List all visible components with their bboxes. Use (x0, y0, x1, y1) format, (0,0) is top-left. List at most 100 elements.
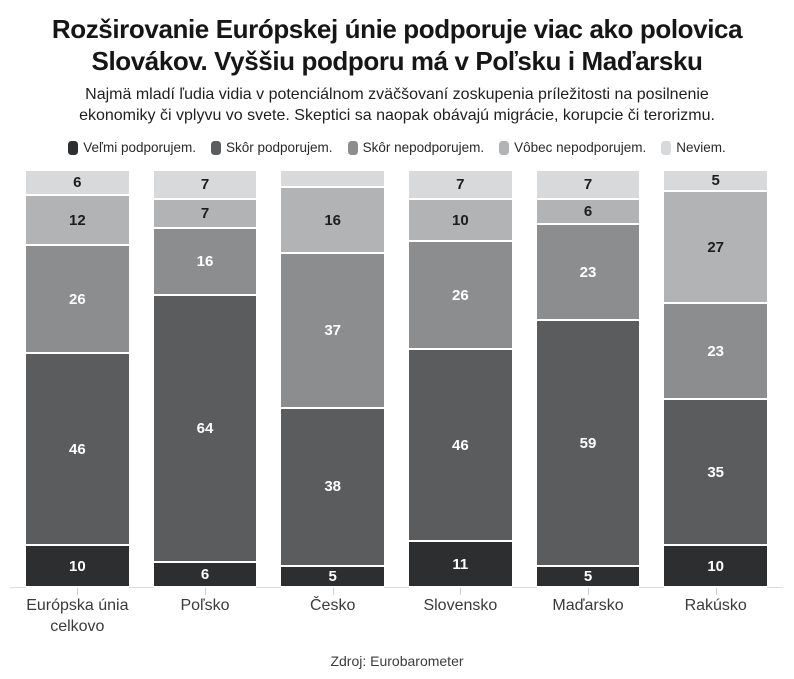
legend-item: Veľmi podporujem. (68, 140, 196, 155)
category-label: Slovensko (423, 597, 498, 614)
stacked-bar-chart: 6 12 26 46 10 7 7 16 64 6 16 37 38 5 7 10 26 46 11 7 6 23 59 5 5… (10, 171, 783, 595)
segment-value-label: 6 (583, 203, 593, 221)
bar-segment: 5 (664, 171, 768, 192)
bar-segment: 46 (409, 350, 512, 543)
legend-swatch-icon (499, 140, 510, 155)
subtitle: Najmä mladí ľudia vidia v potenciálnom z… (8, 84, 786, 126)
legend-item: Neviem. (661, 140, 726, 155)
segment-value-label: 10 (68, 557, 86, 575)
subtitle-line-1: Najmä mladí ľudia vidia v potenciálnom z… (85, 86, 709, 103)
legend-swatch-icon (68, 140, 79, 155)
bar-segment: 37 (281, 254, 385, 409)
bar-segment: 7 (409, 171, 512, 201)
bar-segment: 27 (664, 191, 768, 305)
segment-value-label: 10 (707, 557, 725, 575)
source-note: Zdroj: Eurobarometer (330, 653, 464, 669)
category-label: Rakúsko (684, 597, 747, 614)
bar-segment: 10 (664, 546, 768, 588)
segment-value-label: 7 (200, 205, 210, 223)
segment-value-label: 37 (324, 322, 342, 340)
legend-item: Skôr nepodporujem. (347, 140, 485, 155)
bar-segment: 23 (536, 225, 640, 322)
x-axis-line (10, 587, 783, 588)
bar-segment: 16 (153, 229, 257, 297)
bar-segment: 7 (536, 171, 640, 201)
title-line-1: Rozširovanie Európskej únie podporuje vi… (51, 14, 743, 44)
segment-value-label: 5 (583, 568, 593, 586)
segment-value-label: 23 (707, 342, 725, 360)
segment-value-label: 64 (196, 420, 214, 438)
legend-label: Neviem. (676, 140, 726, 155)
segment-value-label: 59 (579, 434, 597, 452)
legend-swatch-icon (347, 140, 358, 155)
x-axis-labels: Európska únia celkovo Poľsko Česko Slovensk… (26, 595, 767, 637)
legend-item: Vôbec nepodporujem. (499, 140, 646, 155)
bar-segment: 64 (153, 296, 257, 563)
segment-value-label: 46 (452, 436, 469, 454)
segment-value-label: 26 (68, 290, 86, 308)
segment-value-label: 10 (452, 211, 469, 229)
segment-value-label: 38 (324, 478, 342, 496)
axis-tick (715, 588, 717, 595)
bar-segment: 46 (26, 354, 129, 547)
bar-column: 6 12 26 46 10 (26, 171, 129, 595)
bar-column: 7 7 16 64 6 (153, 171, 257, 595)
category-label: Európska únia celkovo (26, 597, 129, 635)
subtitle-line-2: ekonomiky či vplyvu vo svete. Skeptici s… (79, 107, 715, 124)
bar-segment: 7 (153, 200, 257, 230)
bar-segment: 10 (26, 546, 129, 588)
legend-label: Skôr podporujem. (226, 140, 333, 155)
segment-value-label: 16 (324, 211, 342, 229)
axis-tick (77, 588, 79, 595)
category-label: Česko (310, 597, 356, 614)
bar-segment: 6 (536, 200, 640, 226)
bar-segment (281, 171, 385, 188)
page-title: Rozširovanie Európskej únie podporuje vi… (8, 13, 786, 77)
chart-legend: Veľmi podporujem. Skôr podporujem. Skôr ne… (0, 140, 794, 155)
bar-segment: 7 (153, 171, 257, 201)
bar-column: 7 6 23 59 5 (536, 171, 640, 595)
segment-value-label: 6 (73, 174, 82, 191)
segment-value-label: 12 (68, 211, 86, 229)
category-label: Maďarsko (552, 597, 624, 614)
segment-value-label: 5 (711, 171, 720, 189)
bar-segment: 6 (26, 171, 129, 197)
category-label: Poľsko (180, 597, 230, 614)
legend-item: Skôr podporujem. (211, 140, 333, 155)
bar-segment: 26 (26, 246, 129, 355)
segment-value-label: 5 (328, 568, 337, 586)
bar-segment: 5 (536, 567, 640, 588)
legend-swatch-icon (661, 140, 672, 155)
segment-value-label: 35 (707, 463, 725, 481)
segment-value-label: 23 (579, 263, 597, 281)
axis-tick (588, 588, 590, 595)
segment-value-label: 16 (196, 253, 214, 271)
segment-value-label: 7 (583, 176, 593, 194)
bar-segment: 26 (409, 241, 512, 351)
bar-segment: 10 (409, 200, 512, 242)
segment-value-label: 27 (707, 238, 725, 256)
bar-segment: 59 (536, 321, 640, 568)
legend-label: Veľmi podporujem. (83, 140, 196, 155)
title-line-2: Slovákov. Vyššiu podporu má v Poľsku i M… (91, 46, 703, 76)
bar-segment: 12 (26, 196, 129, 247)
legend-swatch-icon (211, 140, 221, 155)
legend-label: Skôr nepodporujem. (362, 140, 485, 155)
segment-value-label: 7 (456, 176, 465, 194)
bar-segment: 38 (281, 408, 385, 568)
bar-segment: 5 (281, 567, 385, 588)
segment-value-label: 26 (452, 286, 469, 304)
bar-segment: 23 (664, 304, 768, 401)
bar-column: 16 37 38 5 (281, 171, 385, 595)
legend-label: Vôbec nepodporujem. (514, 140, 647, 155)
bar-segment: 11 (409, 542, 512, 588)
bar-segment: 35 (664, 400, 768, 547)
segment-value-label: 7 (200, 176, 210, 194)
axis-tick (460, 588, 462, 595)
bar-column: 5 27 23 35 10 (664, 171, 768, 595)
segment-value-label: 46 (68, 440, 86, 458)
bar-segment: 6 (153, 562, 257, 588)
segment-value-label: 6 (200, 565, 210, 583)
bar-segment: 16 (281, 187, 385, 255)
